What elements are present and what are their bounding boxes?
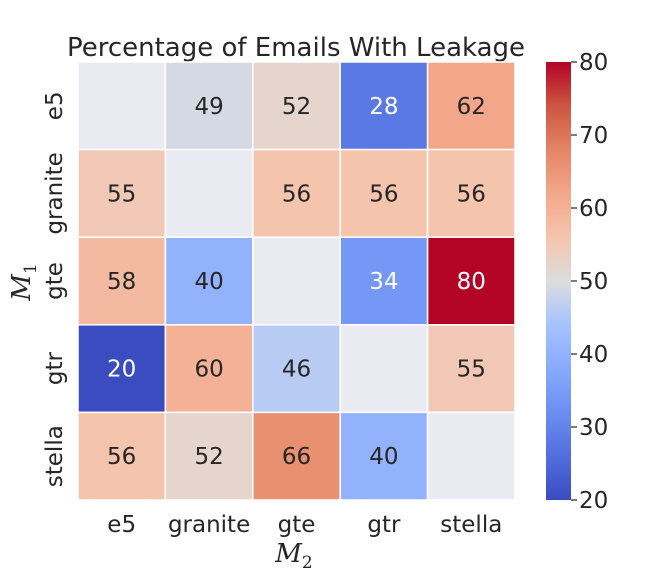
colorbar-tick-label: 70	[579, 123, 608, 149]
heatmap-cell	[164, 411, 254, 501]
cell-value-label: 60	[194, 357, 223, 383]
y-tick-label: gtr	[42, 352, 68, 386]
colorbar-tick-label: 60	[579, 196, 608, 222]
cell-value-label: 55	[457, 357, 486, 383]
cell-value-label: 56	[369, 181, 398, 207]
heatmap-cell	[164, 324, 254, 414]
cell-value-label: 58	[107, 269, 136, 295]
cell-value-label: 46	[282, 357, 311, 383]
cell-value-label: 49	[194, 94, 223, 120]
x-tick-label: granite	[168, 512, 250, 538]
heatmap-cell	[164, 61, 254, 151]
heatmap-cell	[426, 411, 516, 501]
cell-value-label: 20	[107, 357, 136, 383]
cell-value-label: 40	[369, 444, 398, 470]
cell-value-label: 56	[107, 444, 136, 470]
y-tick-label: stella	[42, 425, 68, 487]
x-tick-label: e5	[107, 512, 136, 538]
x-tick-label: gte	[278, 512, 316, 538]
cell-value-label: 28	[369, 94, 398, 120]
cell-value-label: 52	[282, 94, 311, 120]
heatmap-cell	[164, 148, 254, 238]
cell-value-label: 55	[107, 181, 136, 207]
cell-value-label: 52	[194, 444, 223, 470]
colorbar-tick-label: 20	[579, 488, 608, 514]
cell-value-label: 56	[457, 181, 486, 207]
heatmap-cell	[252, 61, 341, 151]
colorbar-tick-label: 40	[579, 342, 608, 368]
y-tick-label: granite	[42, 152, 68, 234]
chart-title: Percentage of Emails With Leakage	[67, 33, 525, 63]
x-axis-label: M2	[274, 539, 312, 573]
y-tick-label: gte	[42, 262, 68, 300]
colorbar-tick-label: 50	[579, 269, 608, 295]
cell-value-label: 62	[457, 94, 486, 120]
cell-value-label: 56	[282, 181, 311, 207]
heatmap-cell	[339, 411, 429, 501]
heatmap-cell	[164, 236, 254, 326]
heatmap-cell	[339, 324, 429, 414]
colorbar	[546, 62, 571, 500]
cell-value-label: 34	[369, 269, 398, 295]
heatmap-cells: 49 52 28 62 55 56 56 56 58 40 34 80 20 60 46 55 56 52 66 40	[77, 61, 516, 501]
heatmap-cell	[426, 324, 516, 414]
heatmap-cell	[339, 61, 429, 151]
heatmap-cell	[77, 61, 167, 151]
cell-value-label: 80	[457, 269, 486, 295]
heatmap-cell	[252, 148, 341, 238]
heatmap-cell	[426, 61, 516, 151]
x-tick-label: gtr	[367, 512, 401, 538]
colorbar-tick-label: 30	[579, 415, 608, 441]
cell-value-label: 40	[194, 269, 223, 295]
y-axis-ticks: e5 granite gte gtr stella	[42, 91, 68, 487]
y-axis-label: M1	[7, 263, 41, 301]
colorbar-tick-label: 80	[579, 50, 608, 76]
heatmap-cell	[77, 411, 167, 501]
heatmap-cell	[252, 411, 341, 501]
x-axis-ticks: e5 granite gte gtr stella	[107, 512, 502, 538]
y-tick-label: e5	[42, 91, 68, 120]
heatmap-cell	[426, 236, 516, 326]
heatmap-cell	[252, 236, 341, 326]
heatmap-cell	[426, 148, 516, 238]
colorbar-ticks: 20 30 40 50 60 70 80	[571, 50, 608, 514]
cell-value-label: 66	[282, 444, 311, 470]
x-tick-label: stella	[440, 512, 502, 538]
